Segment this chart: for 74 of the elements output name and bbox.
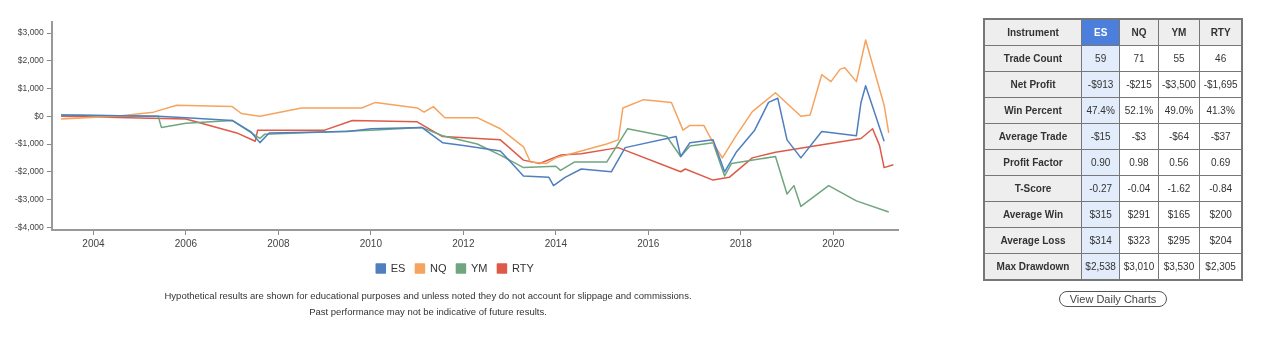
text: $2,305 xyxy=(1205,261,1236,272)
legend-label: RTY xyxy=(511,261,535,274)
text: $200 xyxy=(1209,209,1232,220)
y-tick-label: $2,000 xyxy=(17,55,45,66)
category-label: NQ xyxy=(1119,19,1159,46)
category-label: ES xyxy=(1081,19,1120,46)
x-tick-label: 2018 xyxy=(729,237,753,249)
category-label: Net Profit xyxy=(1010,79,1056,90)
text: 0.69 xyxy=(1210,157,1231,168)
x-tick-label: 2016 xyxy=(637,237,660,249)
text: -0.04 xyxy=(1127,183,1151,194)
text: $295 xyxy=(1167,235,1191,246)
text: -$3 xyxy=(1131,131,1147,142)
y-tick-label: $3,000 xyxy=(17,27,45,38)
text: View Daily Charts xyxy=(1058,291,1168,307)
legend-label: ES xyxy=(390,261,406,274)
category-label: Average Loss xyxy=(1000,235,1066,246)
category-label: Average Win xyxy=(1002,209,1064,220)
text: -$215 xyxy=(1126,79,1152,90)
x-tick-label: 2014 xyxy=(544,237,568,249)
text: 71 xyxy=(1133,53,1145,64)
category-label: Max Drawdown xyxy=(996,261,1070,272)
y-tick-label: -$3,000 xyxy=(14,193,45,204)
category-label: Trade Count xyxy=(1003,53,1063,64)
text: -$37 xyxy=(1210,131,1231,142)
x-tick-label: 2012 xyxy=(452,237,475,249)
text: $3,010 xyxy=(1123,261,1155,272)
text: -1.62 xyxy=(1167,183,1191,194)
text: $2,538 xyxy=(1085,261,1116,272)
text: $291 xyxy=(1127,209,1151,220)
text: 46 xyxy=(1215,53,1227,64)
text: 55 xyxy=(1173,53,1185,64)
x-tick-label: 2020 xyxy=(822,237,845,249)
text: 0.56 xyxy=(1169,157,1189,168)
x-tick-label: 2010 xyxy=(359,237,383,249)
text: 41.3% xyxy=(1206,105,1235,116)
text: -0.84 xyxy=(1209,183,1233,194)
text: -$1,695 xyxy=(1203,79,1238,90)
y-tick-label: -$2,000 xyxy=(14,166,45,177)
text: 47.4% xyxy=(1086,105,1115,116)
text: 49.0% xyxy=(1164,105,1194,116)
category-label: RTY xyxy=(1199,19,1242,46)
y-tick-label: $1,000 xyxy=(17,82,45,93)
text: 0.98 xyxy=(1129,157,1149,168)
text: $3,530 xyxy=(1163,261,1195,272)
category-label: T-Score xyxy=(1014,183,1052,194)
category-label: Average Trade xyxy=(998,131,1068,142)
category-label: Profit Factor xyxy=(1003,157,1063,168)
y-tick-label: -$4,000 xyxy=(14,221,45,232)
text: $165 xyxy=(1167,209,1191,220)
legend-label: NQ xyxy=(429,261,447,274)
category-label: Win Percent xyxy=(1004,105,1062,116)
text: 52.1% xyxy=(1124,105,1154,116)
text: 0.90 xyxy=(1090,157,1111,168)
text: $314 xyxy=(1089,235,1112,246)
text: $204 xyxy=(1209,235,1232,246)
text: -$64 xyxy=(1168,131,1189,142)
x-tick-label: 2006 xyxy=(174,237,198,249)
text: $315 xyxy=(1089,209,1112,220)
x-tick-label: 2004 xyxy=(82,237,105,249)
text: -$15 xyxy=(1090,131,1111,142)
text: -$3,500 xyxy=(1161,79,1196,90)
x-tick-label: 2008 xyxy=(267,237,290,249)
text: Instrument xyxy=(984,19,1082,46)
text: -$913 xyxy=(1087,79,1114,90)
y-tick-label: $0 xyxy=(34,110,45,121)
category-label: YM xyxy=(1158,19,1200,46)
legend-label: YM xyxy=(470,261,488,274)
text: Hypothetical results are shown for educational purposes and unless noted they do not account for slippage and commissions. xyxy=(164,289,692,301)
text: Past performance may not be indicative of future results. xyxy=(309,305,547,317)
y-tick-label: -$1,000 xyxy=(14,138,45,149)
text: $323 xyxy=(1127,235,1151,246)
text: 59 xyxy=(1095,53,1107,64)
text: -0.27 xyxy=(1089,183,1113,194)
